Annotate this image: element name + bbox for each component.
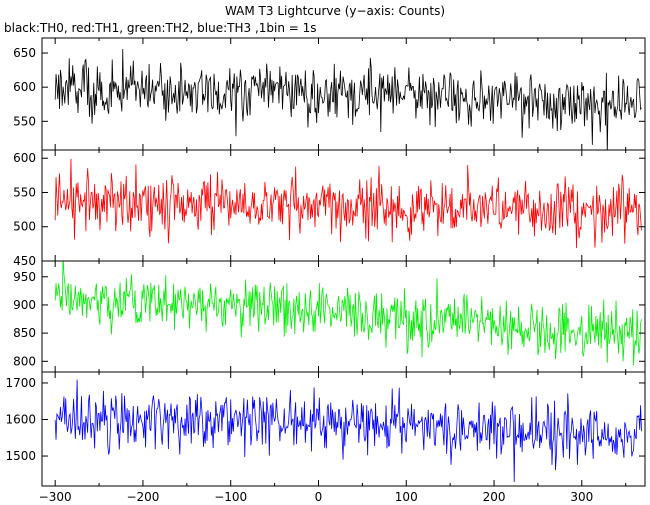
x-tick-label-1: −200 bbox=[126, 490, 159, 504]
y-tick-label-th1-500: 500 bbox=[13, 220, 36, 234]
panel-frame-th0 bbox=[41, 37, 646, 151]
y-tick-label-th3-1500: 1500 bbox=[5, 449, 36, 463]
y-tick-label-th3-1700: 1700 bbox=[5, 376, 36, 390]
y-tick-label-th2-900: 900 bbox=[13, 298, 36, 312]
y-tick-label-th0-650: 650 bbox=[13, 46, 36, 60]
panel-th2: 800 850 900 950 bbox=[13, 260, 646, 373]
y-tick-label-th3-1600: 1600 bbox=[5, 413, 36, 427]
y-tick-label-th2-800: 800 bbox=[13, 354, 36, 368]
panel-frame-th2 bbox=[41, 260, 646, 373]
y-tick-label-th2-850: 850 bbox=[13, 326, 36, 340]
x-tick-label-0: −300 bbox=[39, 490, 72, 504]
x-tick-label-2: −100 bbox=[214, 490, 247, 504]
y-tick-label-th2-950: 950 bbox=[13, 270, 36, 284]
panels-layer: 550 600 650 450 500 550 600 800 850 900 950 1500 160… bbox=[5, 37, 646, 487]
series-line-th3 bbox=[54, 379, 642, 483]
x-tick-label-5: 200 bbox=[483, 490, 506, 504]
panel-th1: 450 500 550 600 bbox=[13, 149, 646, 268]
y-tick-label-th1-550: 550 bbox=[13, 185, 36, 199]
y-tick-label-th1-450: 450 bbox=[13, 254, 36, 268]
y-tick-label-th1-600: 600 bbox=[13, 151, 36, 165]
x-tick-label-3: 0 bbox=[315, 490, 323, 504]
panel-th3: 1500 1600 1700 bbox=[5, 371, 646, 487]
x-axis: −300 −200 −100 0 100 200 300 bbox=[39, 490, 594, 504]
panel-frame-th3 bbox=[41, 371, 646, 487]
series-line-th2 bbox=[54, 261, 642, 366]
chart-subtitle: black:TH0, red:TH1, green:TH2, blue:TH3 … bbox=[4, 21, 317, 35]
x-tick-label-6: 300 bbox=[570, 490, 593, 504]
x-tick-label-4: 100 bbox=[395, 490, 418, 504]
y-tick-label-th0-550: 550 bbox=[13, 114, 36, 128]
series-line-th1 bbox=[54, 158, 642, 249]
y-tick-label-th0-600: 600 bbox=[13, 80, 36, 94]
panel-th0: 550 600 650 bbox=[13, 37, 646, 151]
chart-title: WAM T3 Lightcurve (y−axis: Counts) bbox=[225, 4, 445, 18]
series-line-th0 bbox=[54, 48, 642, 150]
